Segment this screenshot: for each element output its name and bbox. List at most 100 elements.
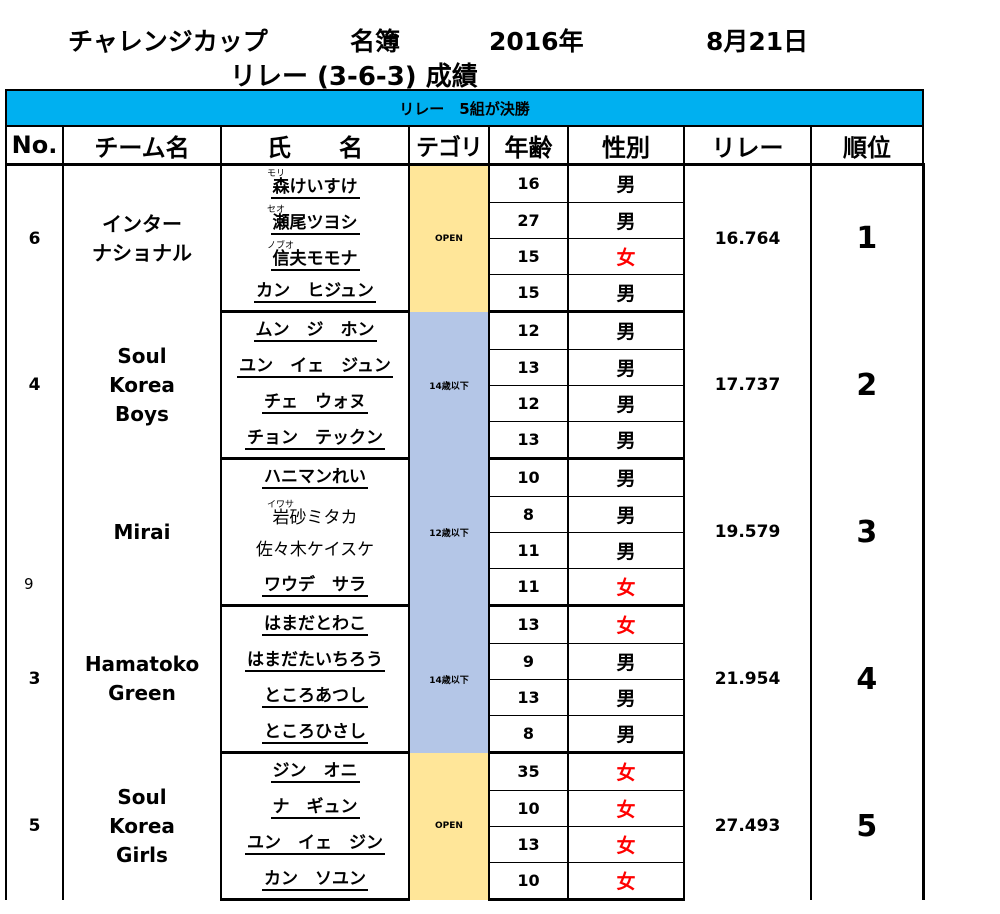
member-sex: 男 bbox=[568, 349, 685, 386]
member-sex: 女 bbox=[568, 752, 685, 791]
member-sex: 女 bbox=[568, 862, 685, 901]
member-name-cell: ノブオ 信夫モモナ bbox=[221, 238, 410, 274]
team-name: Hamatoko Green bbox=[63, 605, 222, 753]
member-name: ナ ギュン bbox=[270, 797, 360, 819]
member-name-cell: ハニマンれい bbox=[221, 458, 410, 496]
category-badge: OPEN bbox=[409, 752, 490, 900]
member-name: チョン テックン bbox=[245, 428, 385, 450]
col-header-rank: 順位 bbox=[810, 125, 924, 166]
member-name: ジン オニ bbox=[270, 761, 360, 783]
banner-text: リレー 5組が決勝 bbox=[5, 89, 924, 127]
member-age: 13 bbox=[489, 679, 569, 716]
member-age: 10 bbox=[489, 862, 569, 901]
member-name-cell: チョン テックン bbox=[221, 421, 410, 460]
member-age: 10 bbox=[489, 790, 569, 827]
table-row: チョン テックン 13 男 bbox=[6, 421, 923, 460]
col-header-relay: リレー bbox=[683, 125, 812, 166]
member-sex: 女 bbox=[568, 605, 685, 644]
member-sex: 男 bbox=[568, 679, 685, 716]
side-row-number: 9 bbox=[24, 575, 34, 593]
category-badge: 14歳以下 bbox=[409, 605, 490, 753]
member-name-cell: ユン イェ ジン bbox=[221, 826, 410, 862]
member-name: はまだたいちろう bbox=[245, 650, 385, 672]
member-name-cell: セオ 瀬尾ツヨシ bbox=[221, 202, 410, 238]
col-header-sex: 性別 bbox=[567, 125, 685, 166]
member-age: 27 bbox=[489, 202, 569, 239]
team-number: 3 bbox=[5, 605, 64, 753]
team-number: 6 bbox=[5, 164, 64, 312]
member-age: 8 bbox=[489, 715, 569, 754]
rank: 4 bbox=[811, 605, 925, 753]
member-name: チェ ウォヌ bbox=[262, 392, 368, 414]
member-name-cell: カン ヒジュン bbox=[221, 274, 410, 313]
member-name-cell: ムン ジ ホン bbox=[221, 311, 410, 349]
team-name: Mirai bbox=[63, 458, 222, 606]
member-name: ユン イェ ジュン bbox=[237, 356, 393, 378]
member-name-cell: ユン イェ ジュン bbox=[221, 349, 410, 385]
member-name: カン ソユン bbox=[262, 869, 368, 891]
member-sex: 男 bbox=[568, 311, 685, 350]
member-sex: 男 bbox=[568, 385, 685, 422]
document-year: 2016年 bbox=[489, 27, 584, 56]
member-sex: 男 bbox=[568, 496, 685, 533]
member-name: はまだとわこ bbox=[262, 614, 368, 636]
team-number: 4 bbox=[5, 311, 64, 459]
member-name: 岩砂ミタカ bbox=[272, 507, 358, 528]
table-row: 3 Hamatoko Green はまだとわこ 14歳以下 13 女 21.954 4 bbox=[5, 605, 925, 753]
team-name: Soul Korea Girls bbox=[63, 752, 222, 900]
member-age: 15 bbox=[489, 238, 569, 275]
relay-time: 19.579 bbox=[684, 458, 812, 606]
table-row: ナ ギュン 10 女 bbox=[6, 790, 923, 827]
member-age: 11 bbox=[489, 568, 569, 607]
category-badge: 12歳以下 bbox=[409, 458, 490, 606]
member-age: 35 bbox=[489, 752, 569, 791]
rank: 3 bbox=[811, 458, 925, 606]
member-name: カン ヒジュン bbox=[254, 281, 376, 303]
member-name-cell: ところあつし bbox=[221, 679, 410, 715]
col-header-age: 年齢 bbox=[488, 125, 569, 166]
member-age: 16 bbox=[489, 164, 569, 203]
table-row: ところひさし 8 男 bbox=[6, 715, 923, 754]
member-sex: 男 bbox=[568, 715, 685, 754]
member-name-cell: イワサ 岩砂ミタカ bbox=[221, 496, 410, 532]
table-row: 佐々木ケイスケ 11 男 bbox=[6, 532, 923, 569]
banner-row: リレー 5組が決勝 bbox=[5, 89, 924, 127]
member-name: ワウデ サラ bbox=[262, 575, 368, 597]
team-name: インター ナショナル bbox=[63, 164, 222, 312]
table-row: ユン イェ ジュン 13 男 bbox=[6, 349, 923, 386]
member-name-cell: 佐々木ケイスケ bbox=[221, 532, 410, 568]
col-header-no: No. bbox=[5, 125, 64, 166]
event-title: リレー (3-6-3) 成績 bbox=[230, 62, 478, 92]
member-name-cell: ワウデ サラ bbox=[221, 568, 410, 607]
member-name-cell: ナ ギュン bbox=[221, 790, 410, 826]
member-sex: 男 bbox=[568, 202, 685, 239]
member-age: 8 bbox=[489, 496, 569, 533]
category-badge: 14歳以下 bbox=[409, 311, 490, 459]
rank: 5 bbox=[811, 752, 925, 900]
member-name-cell: はまだたいちろう bbox=[221, 643, 410, 679]
table-row: Mirai ハニマンれい 12歳以下 10 男 19.579 3 bbox=[5, 458, 925, 606]
member-sex: 男 bbox=[568, 532, 685, 569]
table-row: 6 インター ナショナル モリ 森けいすけ OPEN 16 男 16.764 1 bbox=[5, 164, 925, 312]
member-name: 信夫モモナ bbox=[270, 248, 360, 271]
table-row: ノブオ 信夫モモナ 15 女 bbox=[6, 238, 923, 275]
document-subtitle: 名簿 bbox=[350, 27, 401, 56]
table-row: イワサ 岩砂ミタカ 8 男 bbox=[6, 496, 923, 533]
rank: 1 bbox=[811, 164, 925, 312]
relay-time: 21.954 bbox=[684, 605, 812, 753]
member-name: ハニマンれい bbox=[262, 467, 368, 489]
member-name-cell: ところひさし bbox=[221, 715, 410, 754]
column-header-row: No. チーム名 氏 名 テゴリ 年齢 性別 リレー 順位 bbox=[5, 125, 924, 166]
relay-time: 27.493 bbox=[684, 752, 812, 900]
member-sex: 男 bbox=[568, 458, 685, 497]
relay-time: 16.764 bbox=[684, 164, 812, 312]
name-reading: ノブオ bbox=[267, 240, 295, 251]
table-row: はまだたいちろう 9 男 bbox=[6, 643, 923, 680]
member-name: ところひさし bbox=[262, 722, 368, 744]
table-row: 4 Soul Korea Boys ムン ジ ホン 14歳以下 12 男 17.737 2 bbox=[5, 311, 925, 459]
rank: 2 bbox=[811, 311, 925, 459]
col-header-team: チーム名 bbox=[62, 125, 222, 166]
document-date: 8月21日 bbox=[706, 27, 809, 56]
table-row: ワウデ サラ 11 女 bbox=[6, 568, 923, 607]
member-sex: 女 bbox=[568, 826, 685, 863]
